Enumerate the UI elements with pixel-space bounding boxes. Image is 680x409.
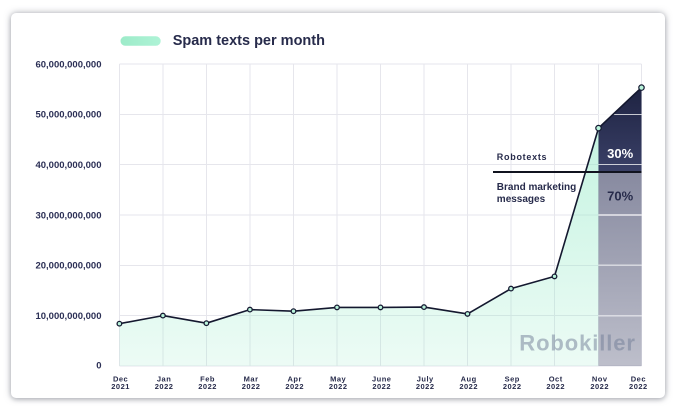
svg-text:2022: 2022 [459,382,478,391]
svg-text:Robokiller: Robokiller [519,330,636,355]
svg-text:2022: 2022 [546,382,565,391]
svg-text:2022: 2022 [590,382,609,391]
svg-text:2022: 2022 [503,382,522,391]
svg-text:2022: 2022 [198,382,217,391]
svg-text:Brand marketing: Brand marketing [497,182,576,193]
svg-text:June: June [372,375,392,384]
svg-text:Oct: Oct [549,375,563,384]
svg-text:70%: 70% [607,189,633,204]
svg-text:2022: 2022 [242,382,261,391]
svg-text:July: July [417,375,434,384]
svg-text:Dec: Dec [113,375,128,384]
svg-text:2022: 2022 [329,382,348,391]
svg-text:Feb: Feb [200,375,215,384]
svg-text:40,000,000,000: 40,000,000,000 [35,160,101,171]
svg-text:Sep: Sep [505,375,520,384]
svg-text:2022: 2022 [629,382,648,391]
svg-text:0: 0 [96,360,101,371]
svg-text:50,000,000,000: 50,000,000,000 [35,110,101,121]
svg-text:2022: 2022 [372,382,391,391]
svg-text:Dec: Dec [631,375,646,384]
svg-text:60,000,000,000: 60,000,000,000 [35,59,101,70]
svg-text:Nov: Nov [592,375,608,384]
svg-text:Aug: Aug [461,375,477,384]
svg-text:2022: 2022 [416,382,435,391]
svg-text:20,000,000,000: 20,000,000,000 [35,261,101,272]
svg-text:30%: 30% [607,146,633,161]
svg-text:Apr: Apr [287,375,301,384]
svg-text:Spam texts per month: Spam texts per month [173,33,325,49]
svg-text:Mar: Mar [244,375,259,384]
svg-text:messages: messages [497,194,546,205]
svg-text:2022: 2022 [155,382,174,391]
svg-text:10,000,000,000: 10,000,000,000 [35,311,101,322]
svg-text:2022: 2022 [285,382,304,391]
svg-text:2021: 2021 [111,382,130,391]
svg-text:May: May [330,375,346,384]
svg-text:Robotexts: Robotexts [497,152,547,162]
svg-text:Jan: Jan [157,375,171,384]
svg-text:30,000,000,000: 30,000,000,000 [35,210,101,221]
